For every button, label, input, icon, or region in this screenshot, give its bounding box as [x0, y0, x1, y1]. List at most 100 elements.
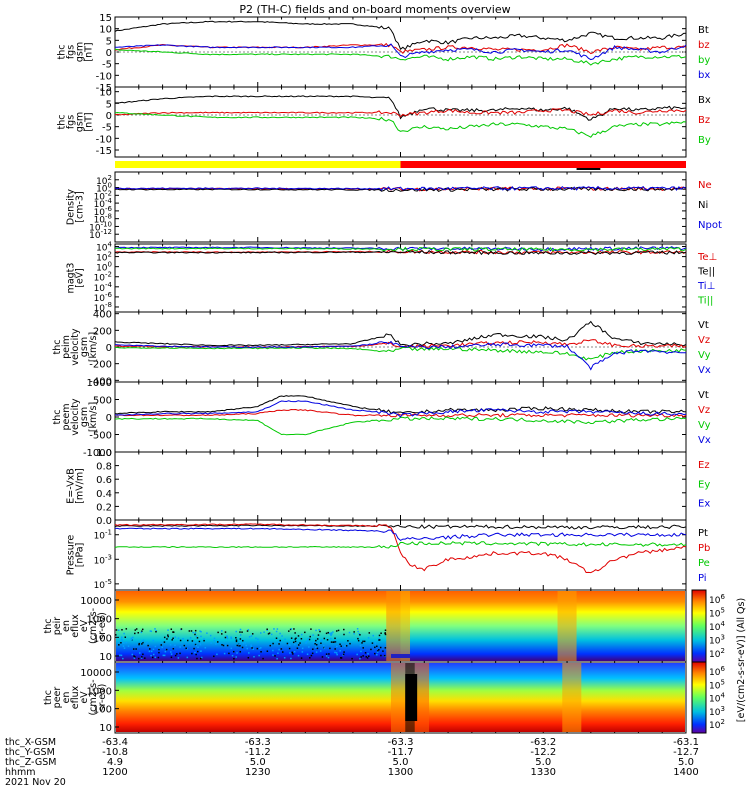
spectrogram-noise: [130, 637, 133, 640]
status-bar-marker: [576, 168, 601, 170]
spectrogram-noise: [343, 633, 345, 636]
spectrogram-noise: [305, 642, 307, 644]
spectrogram-noise: [294, 638, 296, 640]
spectrogram-noise: [268, 632, 271, 634]
spectrogram-noise: [306, 640, 309, 642]
spectrogram-noise: [289, 652, 291, 654]
colorbar-tick-label: 102: [709, 718, 725, 731]
series-line-peim-Vt: [114, 320, 687, 347]
y-tick-label: 5: [106, 99, 112, 110]
spectrogram-noise: [330, 634, 332, 637]
spectrogram-noise: [370, 648, 372, 651]
y-axis-label-peir: (cm2-s-: [88, 608, 99, 644]
legend-label-efield: Ex: [698, 499, 710, 510]
spectrogram-noise: [357, 639, 360, 642]
spectrogram-noise: [145, 642, 147, 645]
y-tick-label: -5: [102, 60, 112, 71]
spectrogram-noise: [360, 650, 362, 653]
spectrogram-noise: [158, 647, 160, 650]
y-tick-label: 0: [106, 111, 112, 122]
spectrogram-noise: [383, 654, 386, 657]
spectrogram-noise: [357, 637, 359, 640]
spectrogram-noise: [118, 644, 120, 646]
spectrogram-noise: [320, 642, 322, 644]
spectrogram-noise: [248, 636, 251, 638]
y-axis-label-fgs2: fgs: [66, 115, 77, 129]
spectrogram-noise: [325, 655, 328, 657]
spectrogram-noise: [141, 643, 143, 645]
spectrogram-noise: [266, 650, 269, 652]
time-row-value: -11.2: [245, 747, 271, 758]
time-row-value: -63.1: [673, 737, 699, 748]
spectrogram-noise: [276, 657, 278, 660]
y-tick-label: 0: [106, 48, 112, 59]
spectrogram-noise: [334, 651, 336, 654]
spectrogram-noise: [315, 651, 318, 653]
spectrogram-noise: [241, 646, 244, 649]
spectrogram-noise: [378, 639, 381, 641]
spectrogram-noise: [275, 637, 278, 639]
spectrogram-noise: [340, 657, 343, 659]
spectrogram-noise: [236, 644, 239, 647]
spectrogram-noise: [293, 651, 296, 653]
spectrogram-noise: [257, 640, 259, 643]
spectrogram-noise: [123, 647, 126, 649]
spectrogram-noise: [195, 644, 197, 647]
spectrogram-noise: [258, 654, 260, 657]
panel-frame-density: [114, 171, 687, 243]
time-row-value: -11.7: [388, 747, 414, 758]
spectrogram-noise: [121, 639, 123, 642]
spectrogram-noise: [333, 639, 336, 642]
y-tick-label: 10000: [80, 668, 112, 679]
colorbar-tick-label: 106: [709, 593, 725, 606]
colorbar-tick-label: 105: [709, 678, 725, 691]
spectrogram-noise: [326, 639, 329, 641]
y-tick-label: 10-6: [94, 291, 113, 304]
spectrogram-noise: [362, 647, 364, 649]
spectrogram-noise: [366, 657, 369, 659]
time-row-value: 1300: [388, 767, 413, 778]
time-row-value: 1400: [673, 767, 698, 778]
series-line-peem-Vx: [114, 400, 687, 418]
spectrogram-noise: [248, 652, 250, 654]
spectrogram-noise: [335, 630, 338, 632]
spectrogram-noise: [179, 646, 181, 648]
y-tick-label: 102: [96, 174, 112, 187]
spectrogram-noise: [330, 641, 333, 643]
spectrogram-noise: [150, 630, 153, 633]
legend-label-pressure: Pi: [698, 573, 707, 584]
spectrogram-noise: [342, 653, 345, 656]
spectrogram-noise: [250, 645, 253, 648]
spectrogram-noise: [122, 657, 124, 660]
spectrogram-noise: [250, 635, 253, 637]
legend-label-temp: Ti⊥: [697, 281, 715, 292]
spectrogram-noise: [297, 654, 300, 657]
spectrogram-noise: [316, 647, 319, 650]
spectrogram-noise: [217, 631, 219, 634]
spectrogram-noise: [140, 631, 143, 634]
spectrogram-noise: [149, 630, 152, 632]
y-tick-label: 0: [106, 413, 112, 424]
series-line-fgs-Bt: [114, 20, 687, 51]
spectrogram-noise: [247, 629, 250, 631]
spectrogram-noise: [340, 657, 342, 659]
spectrogram-noise: [258, 647, 261, 650]
spectrogram-noise: [253, 656, 255, 658]
y-axis-label-peim: [km/s]: [88, 332, 99, 362]
spectrogram-noise: [154, 645, 157, 648]
spectrogram-noise: [356, 628, 359, 630]
spectrogram-noise: [293, 628, 295, 630]
spectrogram-noise: [378, 637, 380, 640]
spectrogram-noise: [226, 636, 229, 638]
spectrogram-noise: [224, 636, 227, 639]
spectrogram-noise: [356, 653, 358, 656]
spectrogram-noise: [190, 630, 193, 632]
spectrogram-noise: [203, 639, 205, 642]
spectrogram-noise: [147, 644, 149, 647]
spectrogram-noise: [174, 644, 176, 647]
spectrogram-noise: [380, 654, 382, 657]
spectrogram-noise: [374, 646, 376, 649]
spectrogram-noise: [239, 634, 242, 636]
time-row-name: thc_Z-GSM: [5, 757, 56, 768]
legend-label-peim: Vy: [698, 350, 711, 361]
